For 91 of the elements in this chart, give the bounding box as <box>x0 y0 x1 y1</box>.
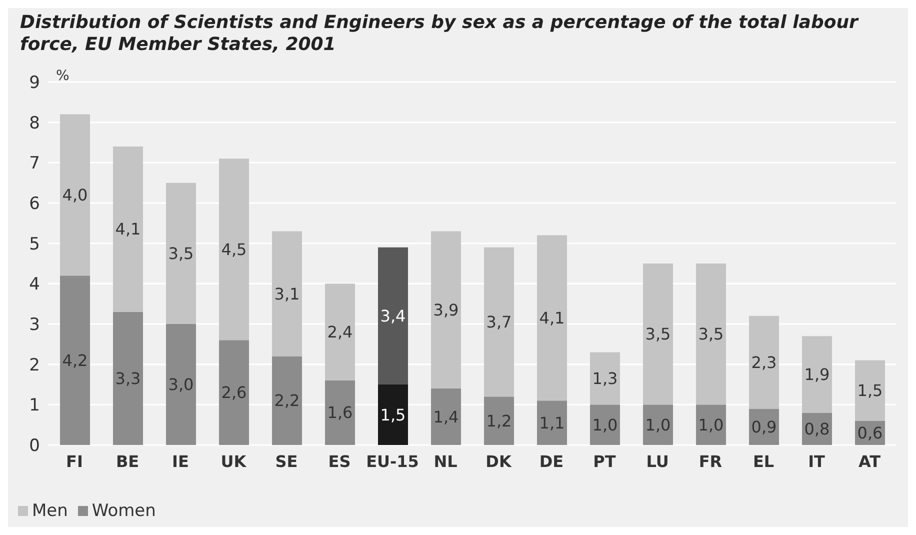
data-label: 3,4 <box>380 306 406 326</box>
y-tick-label: 9 <box>29 73 40 94</box>
x-tick-label: UK <box>220 452 247 471</box>
bar <box>378 247 408 384</box>
y-tick-label: 7 <box>29 154 40 174</box>
x-tick-label: FR <box>698 452 722 471</box>
bar <box>537 235 567 401</box>
data-label: 2,3 <box>751 352 777 372</box>
bar <box>431 231 461 389</box>
data-label: 1,1 <box>539 413 565 432</box>
data-label: 1,2 <box>486 411 512 430</box>
data-label: 0,8 <box>804 419 830 438</box>
y-axis-title: % <box>56 68 70 84</box>
bar <box>696 264 726 405</box>
data-label: 1,5 <box>857 381 883 400</box>
x-tick-label: FI <box>66 452 83 471</box>
y-tick-label: 3 <box>29 315 40 336</box>
bar <box>696 404 726 445</box>
data-label: 3,5 <box>168 244 194 263</box>
data-label: 1,0 <box>592 415 618 434</box>
bar <box>855 360 885 421</box>
data-label: 4,0 <box>62 185 88 204</box>
data-label: 2,2 <box>274 391 300 410</box>
bar <box>378 384 408 445</box>
data-label: 4,5 <box>221 240 247 259</box>
bar <box>60 276 90 445</box>
data-label: 3,0 <box>168 375 194 394</box>
bar <box>484 396 514 445</box>
y-tick-label: 6 <box>29 194 40 214</box>
bar <box>166 182 196 324</box>
data-label: 1,3 <box>592 368 618 388</box>
data-label: 2,6 <box>221 383 247 402</box>
chart-title: Distribution of Scientists and Engineers by sex as a percentage of the total labour force, EU Member States, 2001 <box>19 11 860 57</box>
bar <box>166 324 196 445</box>
bar <box>113 146 143 312</box>
x-tick-label: EU-15 <box>366 452 419 471</box>
bar <box>643 404 673 445</box>
data-label: 1,4 <box>433 407 459 426</box>
x-tick-label: DK <box>486 452 512 471</box>
data-label: 4,1 <box>115 220 141 239</box>
x-tick-label: BE <box>116 452 140 471</box>
data-label: 3,3 <box>115 368 141 388</box>
bar <box>325 380 355 445</box>
data-label: 1,0 <box>645 415 671 434</box>
bar <box>749 316 779 409</box>
data-label: 4,1 <box>539 308 565 328</box>
x-tick-label: NL <box>434 452 458 471</box>
data-label: 0,6 <box>857 423 883 442</box>
data-label: 3,1 <box>274 284 300 304</box>
bar <box>484 247 514 397</box>
y-tick-label: 8 <box>29 113 40 134</box>
bar <box>537 400 567 445</box>
bar <box>590 352 620 405</box>
x-tick-label: PT <box>593 452 616 471</box>
data-label: 0,9 <box>751 417 777 436</box>
bar <box>590 404 620 445</box>
bar <box>60 114 90 276</box>
data-label: 3,7 <box>486 312 512 332</box>
data-label: 2,4 <box>327 322 353 342</box>
x-tick-label: ES <box>328 452 351 471</box>
data-label: 1,9 <box>804 364 830 384</box>
bar <box>431 388 461 445</box>
data-label: 3,5 <box>698 324 724 344</box>
legend-label: Men <box>32 501 68 521</box>
y-tick-label: 5 <box>29 234 40 254</box>
x-tick-label: IE <box>172 452 189 471</box>
y-tick-label: 0 <box>29 436 40 456</box>
bar <box>219 340 249 445</box>
x-tick-label: AT <box>858 452 881 471</box>
legend-label: Women <box>92 501 156 521</box>
x-tick-label: EL <box>752 452 774 471</box>
bar <box>272 356 302 445</box>
data-label: 1,5 <box>380 405 406 424</box>
data-label: 1,0 <box>698 415 724 434</box>
data-label: 3,9 <box>433 300 459 320</box>
bar <box>219 158 249 340</box>
x-tick-label: SE <box>275 452 298 471</box>
bar <box>325 284 355 380</box>
data-label: 3,5 <box>645 324 671 344</box>
x-tick-label: LU <box>646 452 669 471</box>
y-tick-label: 1 <box>29 396 40 416</box>
bar <box>802 336 832 413</box>
bar <box>113 312 143 445</box>
x-tick-label: IT <box>808 452 826 471</box>
data-label: 4,2 <box>62 350 88 370</box>
y-tick-label: 2 <box>29 355 40 376</box>
bar <box>272 231 302 356</box>
data-label: 1,6 <box>327 403 353 422</box>
x-tick-label: DE <box>539 452 564 471</box>
bar <box>643 264 673 405</box>
y-tick-label: 4 <box>29 274 40 295</box>
